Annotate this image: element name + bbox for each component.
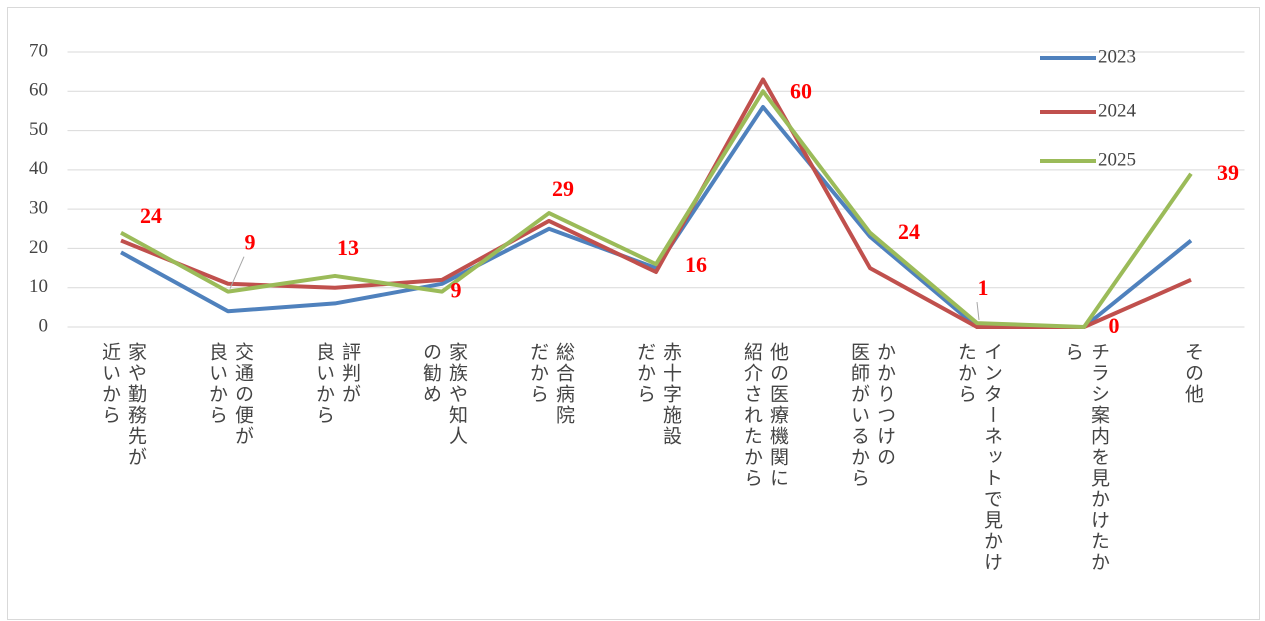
data-label: 1 xyxy=(978,275,989,300)
y-tick-label: 60 xyxy=(29,80,48,101)
y-tick-label: 50 xyxy=(29,119,48,140)
x-tick-label: チラシ案内を見かけたか ら xyxy=(1062,342,1110,573)
y-tick-label: 0 xyxy=(39,315,49,336)
x-tick-label: 評判が 良いから xyxy=(313,342,361,426)
y-tick-label: 70 xyxy=(29,40,48,61)
chart-border xyxy=(7,7,1260,620)
y-tick-label: 10 xyxy=(29,276,48,297)
x-tick-label: 家や勤務先が 近いから xyxy=(99,342,147,468)
data-label: 29 xyxy=(552,176,574,201)
leader-line xyxy=(976,302,980,321)
series-line xyxy=(120,105,1193,329)
y-tick-label: 40 xyxy=(29,158,48,179)
x-tick-label: 総合病院 だから xyxy=(527,342,575,426)
data-label: 24 xyxy=(140,203,162,228)
leader-line xyxy=(229,256,245,289)
data-label: 24 xyxy=(898,219,920,244)
data-label: 60 xyxy=(790,78,812,103)
data-label: 9 xyxy=(245,230,256,255)
x-tick-label: 交通の便が 良いから xyxy=(206,342,254,447)
data-label: 39 xyxy=(1217,160,1239,185)
data-label: 13 xyxy=(337,235,359,260)
legend-label: 2024 xyxy=(1098,100,1137,121)
x-tick-label: その他 xyxy=(1182,342,1204,405)
x-tick-label: インターネットで見かけ たから xyxy=(955,342,1003,573)
x-tick-label: かかりつけの 医師がいるから xyxy=(848,342,896,489)
series-line xyxy=(120,89,1193,329)
x-tick-label: 赤十字施設 だから xyxy=(634,342,682,447)
legend-label: 2025 xyxy=(1098,149,1136,170)
y-tick-label: 30 xyxy=(29,198,48,219)
y-tick-label: 20 xyxy=(29,237,48,258)
series-line xyxy=(120,77,1192,329)
data-label: 9 xyxy=(451,278,462,303)
data-label: 16 xyxy=(685,252,707,277)
x-tick-label: 他の医療機関に 紹介されたから xyxy=(741,342,789,489)
x-tick-label: 家族や知人 の勧め xyxy=(420,342,468,447)
data-label: 0 xyxy=(1109,313,1120,338)
legend-label: 2023 xyxy=(1098,46,1136,67)
